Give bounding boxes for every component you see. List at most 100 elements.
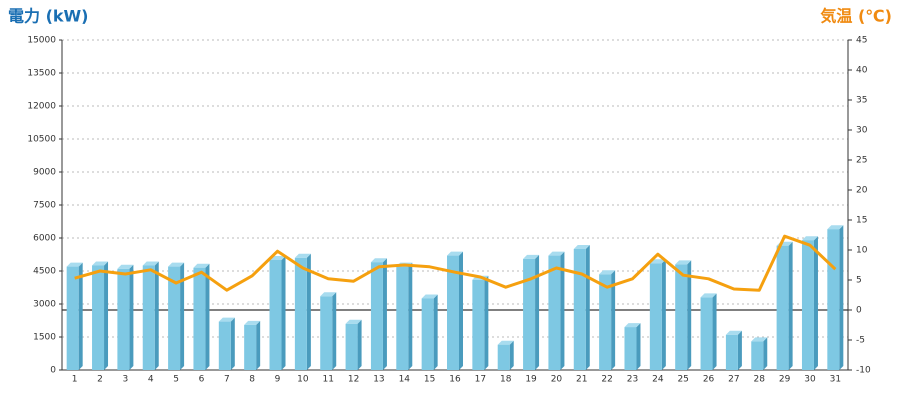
bar-top [523,254,540,259]
y-tick-label: 6000 [33,234,56,244]
x-tick-label: 11 [322,375,333,385]
bar [345,323,358,370]
bar-side [636,323,641,370]
x-tick-label: 14 [399,375,411,385]
bar-top [320,292,337,297]
bar [218,321,231,370]
x-tick-label: 9 [275,375,281,385]
bar [66,266,79,370]
bar-top [244,320,261,325]
bar-top [700,293,717,298]
bar-top [801,236,818,241]
y-tick-label: 13500 [27,69,56,79]
y-tick-label: 12000 [27,102,56,112]
x-tick-label: 8 [249,375,255,385]
bar-top [751,337,768,342]
bar-side [357,319,362,370]
bar-side [306,253,311,370]
bar-side [281,256,286,370]
y-tick-label: 15000 [27,36,56,46]
x-tick-label: 21 [576,375,587,385]
bar-side [484,275,489,370]
bar [447,255,459,370]
bar [370,262,383,370]
y2-tick-label: 0 [856,306,862,316]
y2-tick-label: 30 [856,126,868,136]
x-tick-label: 30 [804,375,816,385]
y2-tick-label: 5 [856,276,862,286]
x-tick-label: 28 [754,375,766,385]
x-tick-label: 18 [500,375,512,385]
bar [523,258,536,370]
bar-side [256,320,261,370]
x-tick-label: 20 [551,375,563,385]
bar-side [585,245,590,370]
bar-side [560,251,565,370]
bar [827,229,840,370]
temperature-line [74,234,837,292]
y-tick-label: 1500 [33,333,56,343]
bar [117,268,130,370]
bar [801,240,814,370]
bar-top [447,251,463,256]
x-tick-label: 7 [224,375,230,385]
bar [649,263,662,370]
bar-side [535,254,540,370]
x-tick-label: 4 [148,375,154,385]
bar [320,296,333,370]
x-tick-label: 24 [652,375,664,385]
y2-tick-label: -5 [856,336,865,346]
y2-tick-label: 40 [856,66,868,76]
bar-side [433,294,438,370]
bar-top [421,294,438,299]
x-tick-label: 29 [779,375,791,385]
y-tick-label: 4500 [33,267,56,277]
bar-side [230,317,235,370]
bar [776,245,789,370]
x-tick-label: 27 [728,375,739,385]
bar-top [345,319,362,324]
x-tick-label: 5 [173,375,179,385]
bar [421,298,434,370]
bar-top [168,262,185,267]
bar-top [66,262,83,267]
bar-top [497,340,514,345]
bar [548,255,561,370]
bar-top [675,260,692,265]
bar-top [548,251,565,256]
bar [244,324,257,370]
x-tick-label: 26 [703,375,715,385]
bar [472,279,485,370]
bar-side [509,340,514,370]
bar-side [712,293,717,370]
bar [725,334,738,370]
bar-top [218,317,235,322]
y-tick-label: 3000 [33,300,56,310]
x-tick-label: 31 [830,375,841,385]
bar [624,327,637,370]
bar [599,274,612,370]
x-tick-label: 2 [97,375,103,385]
y2-axis-title: 気温 (℃) [820,7,892,26]
y2-tick-label: 45 [856,36,867,46]
bar [497,344,510,370]
y2-tick-label: 25 [856,156,867,166]
y-tick-label: 9000 [33,168,56,178]
bar-side [78,262,83,370]
bar [92,265,105,370]
bar-top [92,261,109,266]
bar-top [649,259,666,264]
x-tick-label: 22 [601,375,612,385]
bar-side [788,241,793,370]
bar [269,260,282,370]
bar [294,257,307,370]
y-tick-label: 0 [50,366,56,376]
bar-side [459,251,463,370]
y2-tick-label: 35 [856,96,867,106]
x-tick-label: 3 [123,375,129,385]
bar [142,265,155,370]
bar-side [332,292,337,370]
bar-side [737,330,742,370]
y2-tick-label: 20 [856,186,868,196]
